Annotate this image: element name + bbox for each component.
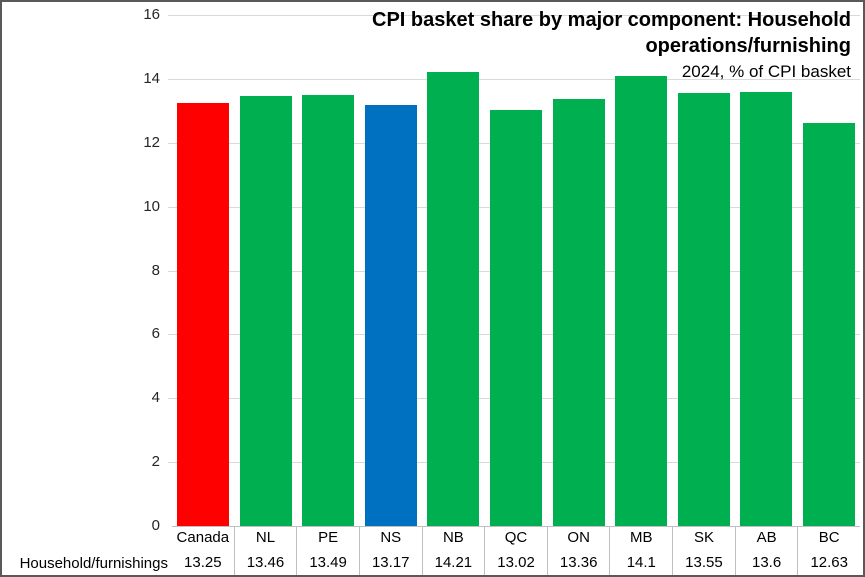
bar-slot-on (547, 15, 610, 526)
bar-slot-canada (172, 15, 235, 526)
bar-sk (677, 93, 730, 526)
category-label-ns: NS (380, 529, 402, 546)
value-cell-sk: 13.55 (685, 554, 723, 571)
category-label-ab: AB (756, 529, 777, 546)
bar-slot-qc (485, 15, 548, 526)
y-tick-label-6: 6 (151, 325, 160, 343)
category-label-sk: SK (693, 529, 714, 546)
chart-header: CPI basket share by major component: Hou… (372, 7, 851, 84)
bar-slot-pe (297, 15, 360, 526)
value-cell-nl: 13.46 (246, 554, 285, 571)
category-label-qc: QC (504, 529, 528, 546)
value-cell-pe: 13.49 (309, 554, 347, 571)
x-axis-line (172, 526, 860, 527)
bars (172, 15, 860, 526)
bar-pe (302, 95, 355, 526)
table-column-on: ON 13.36 (546, 527, 610, 575)
value-cell-mb: 14.1 (626, 554, 656, 571)
category-label-mb: MB (630, 529, 653, 546)
chart-subtitle: 2024, % of CPI basket (681, 62, 851, 81)
bar-qc (490, 110, 542, 526)
y-tick-label-4: 4 (151, 389, 160, 407)
y-tick-label-14: 14 (143, 69, 160, 87)
table-column-bc: BC 12.63 (797, 527, 860, 575)
bar-on (552, 99, 605, 526)
table-column-ab: AB 13.6 (734, 527, 798, 575)
bar-slot-nl (235, 15, 298, 526)
table-column-mb: MB 14.1 (609, 527, 672, 575)
category-label-nb: NB (442, 529, 464, 546)
bar-slot-ab (735, 15, 798, 526)
value-cell-on: 13.36 (559, 554, 598, 571)
y-tick-label-16: 16 (143, 6, 160, 23)
table-column-nb: NB 14.21 (421, 527, 485, 575)
bar-ab (740, 92, 793, 526)
data-table: Canada 13.25 NL 13.46 PE 13.49 NS 13.17 NB 14.21 Q… (172, 527, 860, 575)
y-tick-label-8: 8 (151, 261, 160, 279)
value-cell-canada: 13.25 (184, 554, 222, 571)
gridline-14 (168, 78, 860, 80)
table-column-canada: Canada 13.25 (172, 527, 234, 575)
chart-title-line2: operations/furnishing (645, 35, 851, 57)
bar-mb (615, 76, 668, 526)
table-column-pe: PE 13.49 (296, 527, 359, 575)
bar-ns (364, 105, 417, 526)
table-column-ns: NS 13.17 (358, 527, 422, 575)
bar-canada (177, 103, 230, 526)
y-tick-label-10: 10 (143, 197, 160, 215)
bar-nl (239, 96, 292, 526)
bar-slot-ns (360, 15, 423, 526)
table-column-nl: NL 13.46 (233, 527, 297, 575)
value-cell-nb: 14.21 (434, 554, 473, 571)
bar-slot-bc (797, 15, 860, 526)
y-tick-label-12: 12 (143, 133, 160, 151)
category-label-bc: BC (818, 529, 840, 546)
value-cell-ab: 13.6 (751, 554, 782, 571)
gridline-16 (168, 15, 860, 16)
bar-bc (802, 123, 855, 526)
bar-slot-sk (672, 15, 735, 526)
value-cell-ns: 13.17 (371, 554, 410, 571)
table-column-qc: QC 13.02 (484, 527, 547, 575)
chart-title-line1: CPI basket share by major component: Hou… (372, 9, 851, 31)
plot-area (168, 15, 860, 526)
bar-nb (427, 72, 480, 526)
category-label-canada: Canada (176, 529, 230, 546)
value-cell-qc: 13.02 (497, 554, 535, 571)
category-label-nl: NL (255, 529, 276, 546)
table-column-sk: SK 13.55 (672, 527, 735, 575)
bar-slot-mb (610, 15, 673, 526)
category-label-on: ON (567, 529, 590, 546)
y-tick-label-0: 0 (151, 517, 160, 534)
series-label: Household/furnishings (19, 555, 168, 572)
category-label-pe: PE (318, 529, 339, 546)
chart-title: CPI basket share by major component: Hou… (372, 7, 851, 59)
y-tick-label-2: 2 (151, 453, 160, 471)
value-cell-bc: 12.63 (810, 554, 848, 571)
bar-slot-nb (422, 15, 485, 526)
